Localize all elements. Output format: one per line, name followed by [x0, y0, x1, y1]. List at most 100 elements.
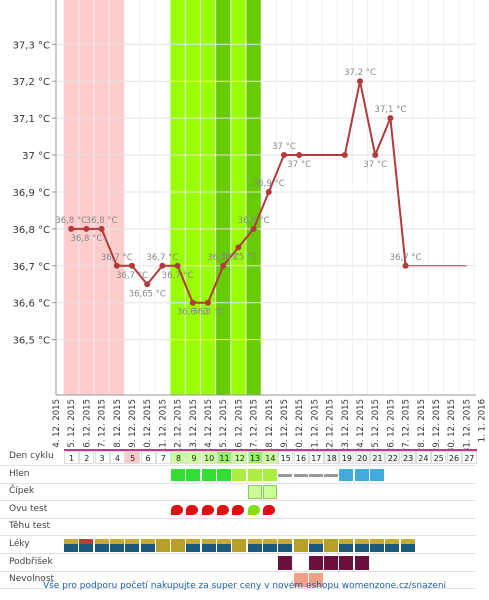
x-tick-label: 19. 12. 2015 — [280, 399, 290, 449]
meds-mark — [339, 539, 354, 552]
data-label: 36,75 °C — [220, 252, 257, 262]
data-label: 37,1 °C — [374, 105, 406, 115]
cycle-day-cell: 6 — [140, 451, 156, 464]
cycle-day-cell: 8 — [171, 451, 187, 464]
cycle-day-cell: 24 — [415, 451, 431, 464]
ovu-test-mark — [262, 504, 275, 515]
ovu-test-mark — [232, 504, 245, 515]
table-row-divider — [0, 535, 476, 537]
mucus-mark — [171, 468, 186, 481]
meds-mark — [385, 539, 400, 552]
data-point — [357, 78, 363, 85]
data-point — [235, 244, 242, 251]
y-tick-label: 36,7 °C — [13, 262, 50, 273]
table-row-divider — [0, 500, 476, 502]
ovu-test-mark — [201, 504, 214, 515]
abdomen-mark — [278, 555, 293, 570]
mucus-mark — [247, 468, 262, 481]
mucus-mark — [308, 473, 323, 477]
meds-mark-stripe — [109, 539, 124, 544]
meds-mark-stripe — [186, 539, 201, 544]
meds-mark — [94, 539, 109, 552]
cycle-day-cell: 22 — [385, 451, 401, 464]
data-label: 36,7 °C — [101, 253, 133, 263]
chart-band-3 — [246, 0, 262, 395]
meds-mark-stripe — [262, 539, 277, 544]
meds-mark — [400, 539, 415, 552]
meds-mark — [278, 539, 293, 552]
table-row-cervix: Čípek — [0, 484, 489, 502]
meds-mark — [324, 539, 339, 552]
cycle-day-cell: 4 — [109, 451, 125, 464]
cycle-day-cell: 7 — [155, 451, 171, 464]
x-tick-label: 5. 12. 2015 — [67, 399, 77, 448]
data-point — [159, 262, 166, 269]
x-tick-label: 11. 12. 2015 — [158, 399, 168, 449]
abdomen-mark — [308, 555, 323, 570]
meds-mark — [247, 539, 262, 552]
data-label: 36,65 °C — [129, 289, 166, 299]
x-tick-label: 16. 12. 2015 — [234, 399, 244, 449]
ovu-test-mark — [186, 504, 199, 515]
table-row-label: Těhu test — [9, 521, 51, 532]
table-row-nausea: Nevolnost — [0, 572, 489, 590]
x-tick-label: 8. 12. 2015 — [113, 399, 123, 448]
mucus-mark — [324, 473, 339, 477]
table-row-days: Den cyklu 1 2 3 4 5 6 7 8 9 10 11 12 13 14 15 16 17 18 19 20… — [0, 449, 489, 466]
x-tick-label: 20. 12. 2015 — [295, 399, 305, 449]
data-point — [250, 225, 257, 232]
table-row-divider — [0, 588, 476, 590]
ovu-test-mark — [217, 504, 229, 515]
table-row-abdomen: Podbřišek — [0, 555, 489, 572]
data-label: 36,8 °C — [70, 234, 102, 244]
table-row-divider — [0, 465, 476, 466]
meds-mark-stripe — [247, 539, 262, 544]
data-label: 36,9 °C — [253, 179, 285, 189]
data-label: 36,7 °C — [162, 271, 194, 281]
cycle-day-cell: 26 — [446, 451, 462, 464]
cycle-day-cell: 10 — [201, 451, 217, 464]
meds-mark-stripe — [400, 539, 415, 544]
data-point — [341, 152, 348, 159]
data-point — [402, 262, 409, 269]
cycle-day-cell: 20 — [354, 451, 370, 464]
meds-mark-stripe — [217, 539, 231, 544]
data-point — [68, 225, 75, 232]
cycle-day-cell: 12 — [232, 451, 248, 464]
x-tick-label: 27. 12. 2015 — [402, 399, 412, 449]
meds-mark — [64, 539, 78, 552]
cycle-bar — [64, 449, 478, 451]
y-tick-label: 37,1 °C — [13, 114, 50, 125]
y-tick-label: 37,3 °C — [13, 40, 50, 51]
y-axis: 36,5 °C 36,6 °C 36,7 °C 36,8 °C 36,9 °C 37 °C… — [13, 0, 57, 395]
footer-promo-link[interactable]: Vše pro podporu početí nakupujte za supe… — [42, 581, 447, 591]
temperature-chart: 36,5 °C36,6 °C36,7 °C36,8 °C36,9 °C37 °C… — [13, 0, 489, 449]
meds-mark — [201, 539, 216, 552]
table-row-divider — [0, 553, 476, 554]
data-label: 36,8 °C — [86, 216, 118, 226]
y-tick-label: 36,8 °C — [13, 225, 50, 236]
mucus-mark — [339, 468, 354, 481]
data-point — [113, 262, 120, 269]
mucus-mark — [217, 468, 231, 481]
x-tick-label: 24. 12. 2015 — [356, 399, 366, 449]
x-tick-label: 14. 12. 2015 — [204, 399, 214, 449]
table-row-label: Ovu test — [9, 503, 48, 514]
cycle-day-cell: 11 — [217, 451, 232, 464]
x-tick-label: 13. 12. 2015 — [189, 399, 199, 449]
data-label: 36,6 °C — [192, 308, 224, 318]
x-tick-label: 28. 12. 2015 — [417, 399, 427, 449]
cycle-day-cell: 9 — [186, 451, 202, 464]
x-tick-label: 4. 12. 2015 — [52, 399, 62, 448]
table-row-label: Hlen — [9, 468, 30, 479]
meds-mark — [140, 539, 155, 552]
table-row-label: Nevolnost — [9, 574, 55, 585]
chart-bands — [63, 0, 262, 395]
x-tick-label: 25. 12. 2015 — [371, 399, 381, 449]
data-label: 36,8 °C — [238, 216, 270, 226]
y-tick-label: 36,6 °C — [13, 299, 50, 310]
chart-band-2 — [215, 0, 231, 395]
table-row-label: Čípek — [9, 486, 35, 497]
y-tick-label: 37 °C — [22, 151, 50, 162]
table-row-divider — [0, 570, 476, 572]
